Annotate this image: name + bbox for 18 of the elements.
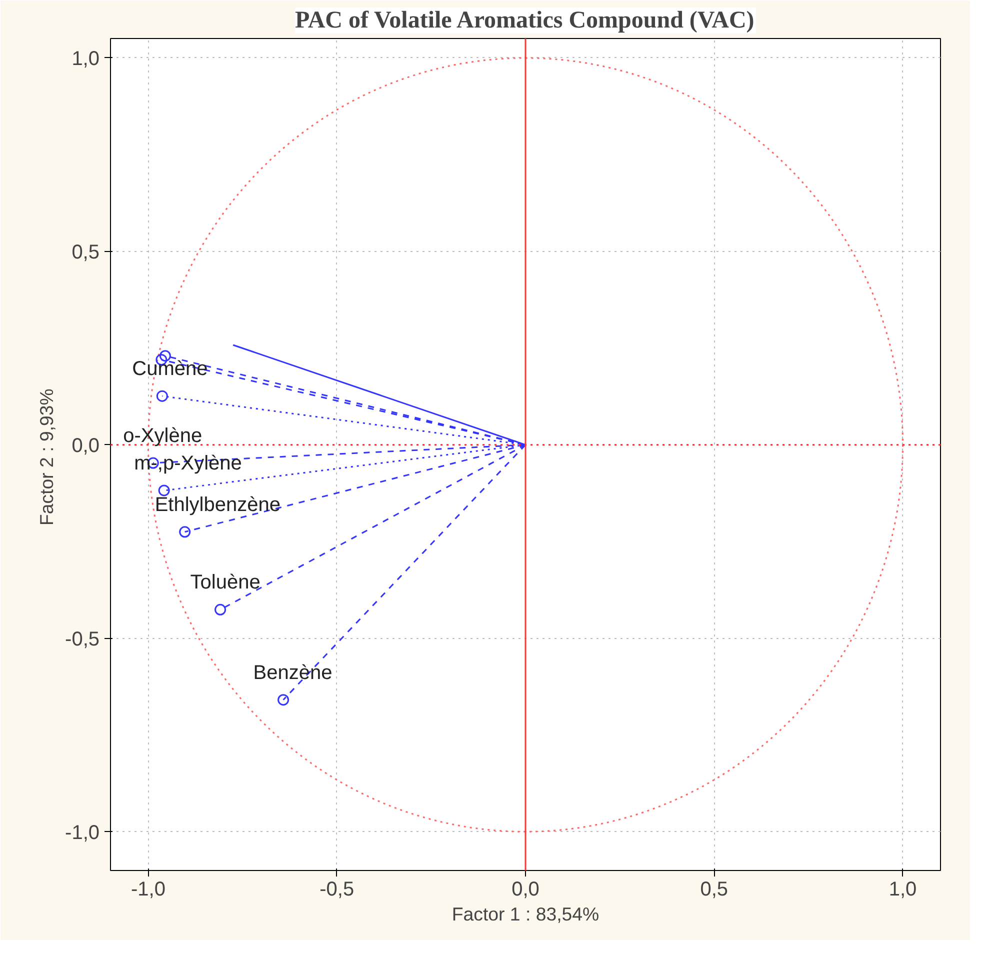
y-tick-label: 0,0 (72, 434, 100, 457)
y-tick-label: -0,5 (65, 628, 100, 650)
x-tick-label: -0,5 (320, 878, 354, 900)
y-tick-label: 0,5 (72, 241, 100, 264)
x-tick-label: 0,0 (512, 878, 540, 900)
x-tick-label: 1,0 (888, 878, 917, 900)
annotation: Benzène (253, 662, 332, 684)
annotation: Cumène (132, 358, 208, 380)
annotation: Toluène (190, 572, 260, 594)
x-tick-label: 0,5 (700, 878, 728, 900)
annotation: o-Xylène (123, 425, 202, 448)
annotation: Ethlylbenzène (154, 494, 280, 516)
chart-title: PAC of Volatile Aromatics Compound (VAC) (294, 8, 754, 34)
y-tick-label: -1,0 (65, 822, 100, 844)
x-tick-label: -1,0 (130, 878, 166, 900)
y-axis-title: Factor 2 : 9,93% (36, 388, 58, 526)
x-axis-title: Factor 1 : 83,54% (452, 904, 600, 924)
y-tick-label: 1,0 (72, 48, 100, 70)
